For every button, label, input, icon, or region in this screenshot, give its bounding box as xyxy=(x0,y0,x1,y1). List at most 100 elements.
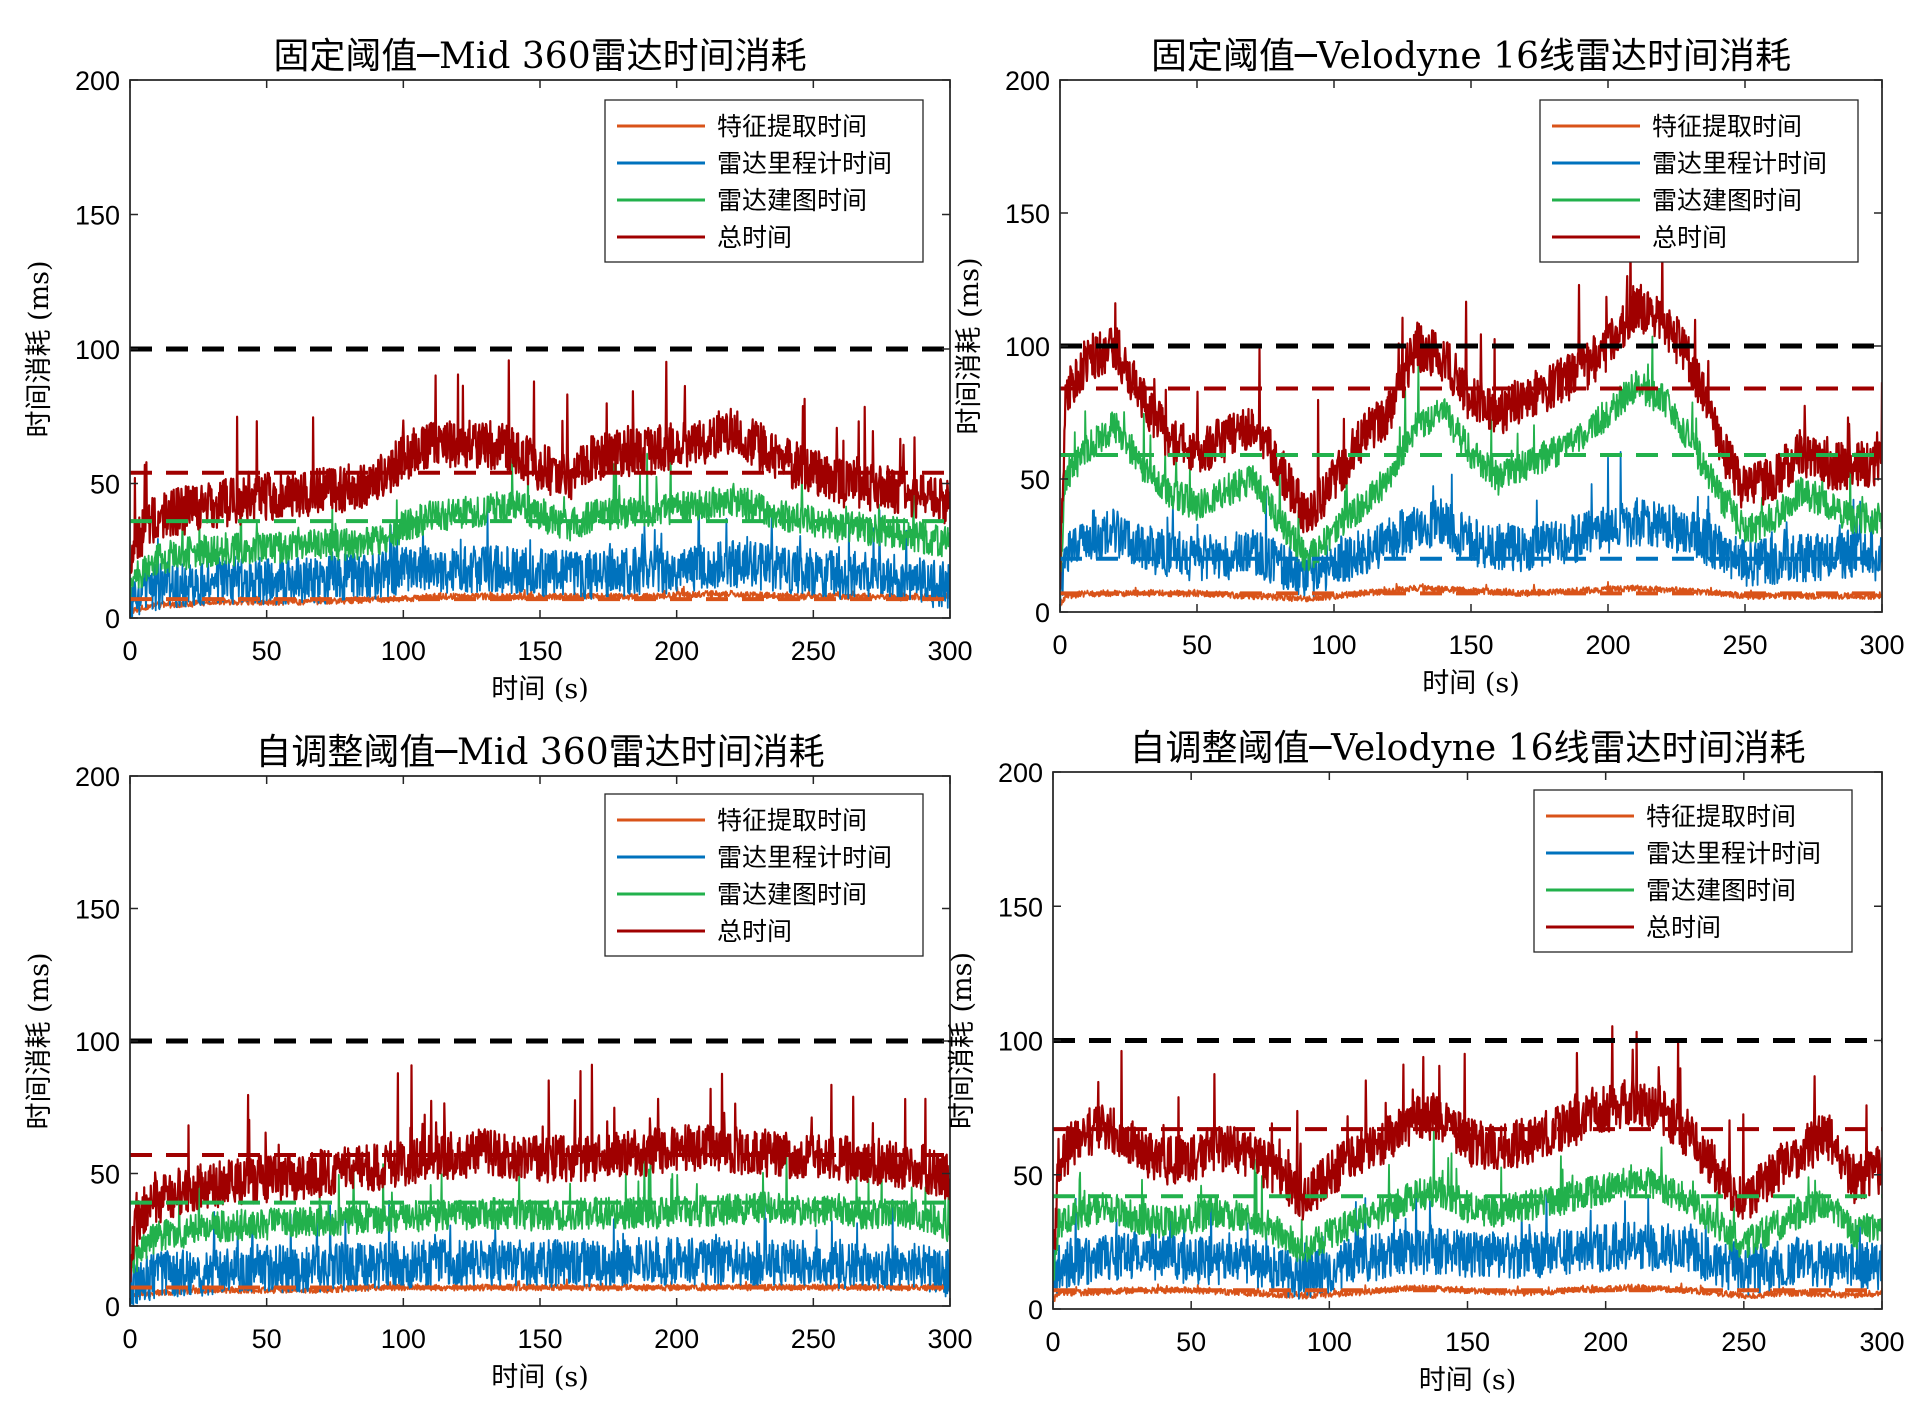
x-tick-label: 50 xyxy=(1176,1327,1206,1357)
chart-panel-2: 0 50 100 150 200 250 300 0 50 100 150 200 固定阈值─Velod… xyxy=(954,36,1905,699)
legend-entry-4: 总时间 xyxy=(1652,223,1727,252)
x-tick-label: 150 xyxy=(517,1324,562,1354)
y-tick-label: 0 xyxy=(105,604,120,634)
y-tick-label: 200 xyxy=(75,762,120,792)
y-tick-label: 100 xyxy=(75,335,120,365)
series-line-1 xyxy=(1053,1282,1882,1302)
x-axis-label: 时间 (s) xyxy=(1419,1365,1517,1396)
legend-entry-1: 特征提取时间 xyxy=(717,806,867,835)
y-tick-label: 200 xyxy=(1005,66,1050,96)
x-tick-label: 150 xyxy=(1445,1327,1490,1357)
y-tick-label: 50 xyxy=(90,470,120,500)
x-tick-label: 150 xyxy=(517,636,562,666)
y-tick-label: 50 xyxy=(1020,465,1050,495)
y-tick-label: 200 xyxy=(998,758,1043,788)
y-tick-label: 100 xyxy=(998,1027,1043,1057)
legend-entry-3: 雷达建图时间 xyxy=(717,186,867,215)
series-line-1 xyxy=(1060,581,1882,608)
series-line-3 xyxy=(1060,335,1882,599)
chart-panel-4: 0 50 100 150 200 250 300 0 50 100 150 200 自调整阈值─Velo… xyxy=(947,728,1905,1396)
x-tick-label: 0 xyxy=(1045,1327,1060,1357)
y-tick-label: 50 xyxy=(1013,1161,1043,1191)
plot-lines xyxy=(130,1038,950,1306)
x-tick-label: 100 xyxy=(1307,1327,1352,1357)
chart-title: 固定阈值─Mid 360雷达时间消耗 xyxy=(273,36,806,77)
series-line-2 xyxy=(130,506,950,618)
plot-lines xyxy=(1053,1025,1882,1302)
chart-title: 自调整阈值─Velodyne 16线雷达时间消耗 xyxy=(1130,728,1806,769)
y-tick-label: 150 xyxy=(998,892,1043,922)
legend-entry-1: 特征提取时间 xyxy=(1646,802,1796,831)
legend-entry-2: 雷达里程计时间 xyxy=(1646,839,1821,868)
x-tick-label: 100 xyxy=(1311,630,1356,660)
legend-entry-1: 特征提取时间 xyxy=(1652,112,1802,141)
y-tick-label: 150 xyxy=(75,201,120,231)
series-line-4 xyxy=(130,359,950,574)
series-line-3 xyxy=(130,1152,950,1281)
legend-entry-4: 总时间 xyxy=(717,917,792,946)
chart-panel-3: 0 50 100 150 200 250 300 0 50 100 150 200 自调整阈值─Mid … xyxy=(24,732,973,1393)
chart-panel-1: 0 50 100 150 200 250 300 0 50 100 150 200 固定阈值─Mid 3… xyxy=(24,36,973,705)
y-axis-label: 时间消耗 (ms) xyxy=(24,260,55,437)
x-axis-label: 时间 (s) xyxy=(1422,668,1520,699)
x-tick-label: 300 xyxy=(927,636,972,666)
x-tick-label: 50 xyxy=(252,636,282,666)
series-line-3 xyxy=(130,449,950,599)
y-tick-label: 0 xyxy=(1035,598,1050,628)
legend-entry-2: 雷达里程计时间 xyxy=(1652,149,1827,178)
x-axis-label: 时间 (s) xyxy=(491,1362,589,1393)
plot-lines xyxy=(130,346,950,618)
y-axis-label: 时间消耗 (ms) xyxy=(24,952,55,1129)
series-line-2 xyxy=(130,1198,950,1306)
x-tick-label: 300 xyxy=(1859,630,1904,660)
series-line-2 xyxy=(1060,451,1882,612)
series-line-4 xyxy=(1060,234,1882,590)
x-tick-label: 150 xyxy=(1448,630,1493,660)
y-tick-label: 100 xyxy=(75,1027,120,1057)
legend-entry-4: 总时间 xyxy=(1646,913,1721,942)
y-tick-label: 0 xyxy=(105,1292,120,1322)
x-tick-label: 250 xyxy=(791,1324,836,1354)
y-tick-label: 200 xyxy=(75,66,120,96)
legend-entry-2: 雷达里程计时间 xyxy=(717,149,892,178)
y-tick-label: 0 xyxy=(1028,1295,1043,1325)
x-tick-label: 0 xyxy=(122,1324,137,1354)
x-tick-label: 200 xyxy=(654,1324,699,1354)
y-tick-label: 150 xyxy=(75,895,120,925)
plot-lines xyxy=(1060,234,1882,612)
legend-entry-3: 雷达建图时间 xyxy=(1652,186,1802,215)
y-tick-label: 150 xyxy=(1005,199,1050,229)
legend-entry-3: 雷达建图时间 xyxy=(1646,876,1796,905)
chart-title: 固定阈值─Velodyne 16线雷达时间消耗 xyxy=(1151,36,1791,77)
x-tick-label: 100 xyxy=(381,1324,426,1354)
x-tick-label: 300 xyxy=(1859,1327,1904,1357)
y-tick-label: 100 xyxy=(1005,332,1050,362)
x-tick-label: 300 xyxy=(927,1324,972,1354)
x-tick-label: 50 xyxy=(252,1324,282,1354)
y-axis-label: 时间消耗 (ms) xyxy=(947,952,978,1129)
x-tick-label: 50 xyxy=(1182,630,1212,660)
x-tick-label: 250 xyxy=(1722,630,1767,660)
legend-entry-2: 雷达里程计时间 xyxy=(717,843,892,872)
y-tick-label: 50 xyxy=(90,1160,120,1190)
x-tick-label: 200 xyxy=(1583,1327,1628,1357)
x-tick-label: 100 xyxy=(381,636,426,666)
y-axis-label: 时间消耗 (ms) xyxy=(954,257,985,434)
series-line-4 xyxy=(1053,1025,1882,1251)
legend-entry-4: 总时间 xyxy=(717,223,792,252)
chart-title: 自调整阈值─Mid 360雷达时间消耗 xyxy=(255,732,824,773)
legend-entry-3: 雷达建图时间 xyxy=(717,880,867,909)
x-tick-label: 200 xyxy=(654,636,699,666)
x-tick-label: 250 xyxy=(1721,1327,1766,1357)
series-line-3 xyxy=(1053,1129,1882,1281)
x-tick-label: 200 xyxy=(1585,630,1630,660)
x-axis-label: 时间 (s) xyxy=(491,674,589,705)
x-tick-label: 250 xyxy=(791,636,836,666)
legend-entry-1: 特征提取时间 xyxy=(717,112,867,141)
x-tick-label: 0 xyxy=(1052,630,1067,660)
